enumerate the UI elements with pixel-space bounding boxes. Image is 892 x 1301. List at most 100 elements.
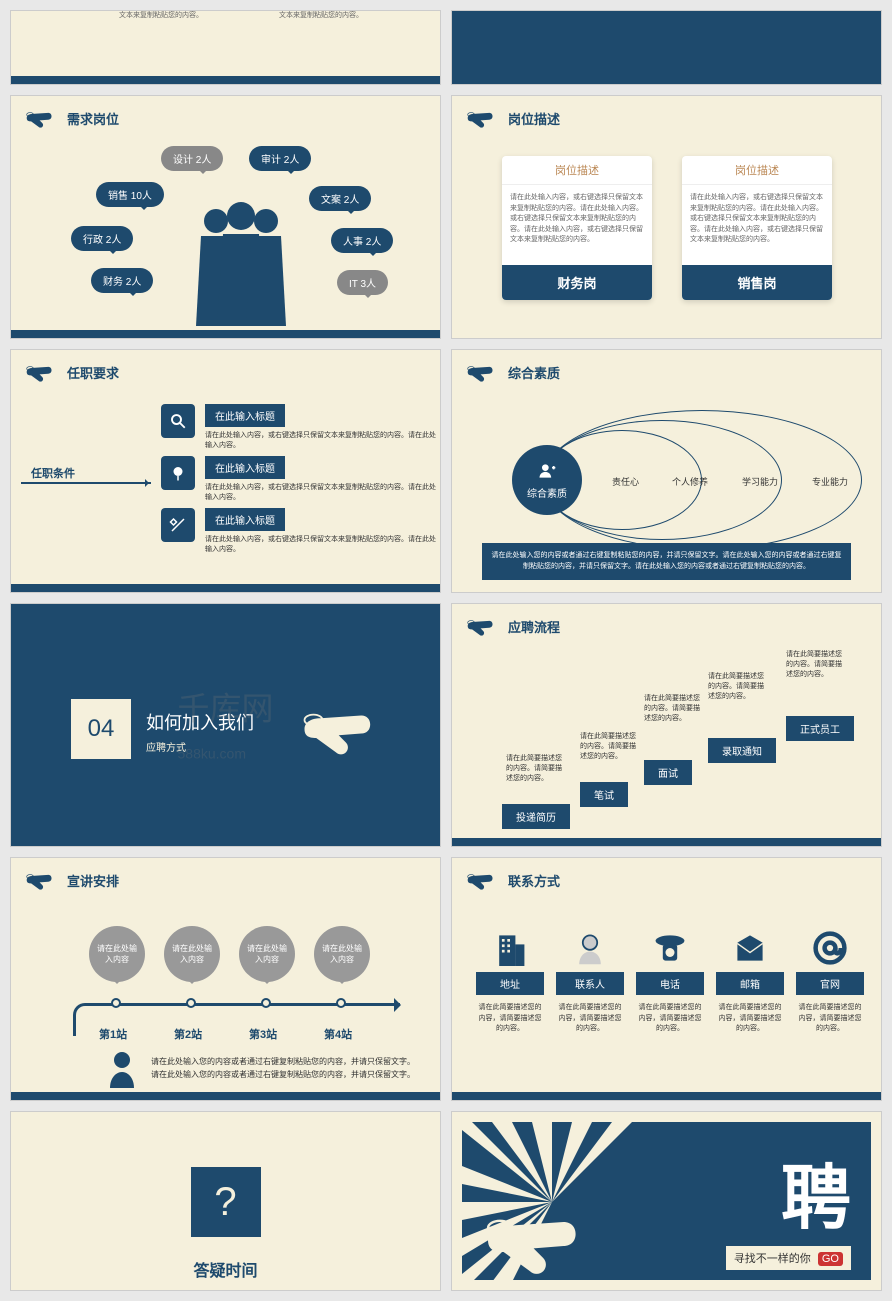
card-head: 岗位描述 <box>502 156 652 185</box>
req-icon <box>161 508 195 542</box>
process-step: 笔试 <box>580 782 628 807</box>
process-step-desc: 请在此简要描述您的内容。请简要描述您的内容。 <box>580 732 640 761</box>
quality-item: 责任心 <box>612 475 639 488</box>
requirement-row: 在此输入标题 请在此处输入内容，或右键选择只保留文本来复制粘贴您的内容。请在此处… <box>161 404 440 450</box>
contact-label: 地址 <box>476 972 544 995</box>
req-desc: 请在此处输入内容，或右键选择只保留文本来复制粘贴您的内容。请在此处输入内容。 <box>205 430 440 450</box>
req-title: 在此输入标题 <box>205 456 285 479</box>
job-card: 岗位描述 请在此处输入内容，或右键选择只保留文本来复制粘贴您的内容。请在此处输入… <box>502 156 652 300</box>
process-step-desc: 请在此简要描述您的内容。请简要描述您的内容。 <box>644 694 704 723</box>
contact-desc: 请在此简要描述您的内容，请简要描述您的内容。 <box>556 1003 624 1035</box>
card-foot: 销售岗 <box>682 265 832 300</box>
quality-footer: 请在此处输入您的内容或者通过右键复制粘贴您的内容，并请只保留文字。请在此处输入您… <box>482 543 851 580</box>
position-bubble: 审计 2人 <box>249 146 311 171</box>
req-title: 在此输入标题 <box>205 508 285 531</box>
slide-header: 宣讲安排 <box>11 858 440 902</box>
pointing-hand-icon <box>25 106 59 130</box>
slide-title: 任职要求 <box>67 363 119 382</box>
slide-header: 岗位描述 <box>452 96 881 140</box>
slide-title: 联系方式 <box>508 871 560 890</box>
bottom-bar <box>11 1092 440 1100</box>
bottom-bar <box>11 330 440 338</box>
pointing-hand-icon <box>300 694 390 764</box>
card-body: 请在此处输入内容，或右键选择只保留文本来复制粘贴您的内容。请在此处输入内容。或右… <box>682 185 832 265</box>
timeline-stop-label: 第3站 <box>249 1026 277 1042</box>
section-title: 如何加入我们 <box>146 709 254 735</box>
question-mark-box: ? <box>191 1167 261 1237</box>
position-bubble: 人事 2人 <box>331 228 393 253</box>
contact-person-icon <box>556 928 624 968</box>
timeline-dot <box>336 998 346 1008</box>
slide-header: 联系方式 <box>452 858 881 902</box>
bottom-bar <box>11 76 440 84</box>
contact-item: 官网 请在此简要描述您的内容，请简要描述您的内容。 <box>796 928 864 1035</box>
building-icon <box>476 928 544 968</box>
pointing-hand-icon <box>466 360 500 384</box>
position-bubble: 行政 2人 <box>71 226 133 251</box>
slide-title: 岗位描述 <box>508 109 560 128</box>
requirement-row: 在此输入标题 请在此处输入内容，或右键选择只保留文本来复制粘贴您的内容。请在此处… <box>161 508 440 554</box>
placeholder-text: 请在此处输入内容，或右键选择只保留文本来复制粘贴您的内容。 <box>101 10 221 21</box>
quality-center: 综合素质 <box>512 445 582 515</box>
at-icon <box>796 928 864 968</box>
mail-icon <box>716 928 784 968</box>
slide-title: 综合素质 <box>508 363 560 382</box>
process-step: 面试 <box>644 760 692 785</box>
requirement-row: 在此输入标题 请在此处输入内容，或右键选择只保留文本来复制粘贴您的内容。请在此处… <box>161 456 440 502</box>
section-subtitle: 应聘方式 <box>146 739 186 754</box>
quality-center-label: 综合素质 <box>527 485 567 500</box>
pointing-hand-icon <box>25 360 59 384</box>
schedule-pin: 请在此处输入内容 <box>239 926 295 982</box>
contact-label: 官网 <box>796 972 864 995</box>
slide-schedule: 宣讲安排 请在此处输入内容请在此处输入内容请在此处输入内容请在此处输入内容 第1… <box>10 857 441 1101</box>
slide-header: 综合素质 <box>452 350 881 394</box>
slide-title: 应聘流程 <box>508 617 560 636</box>
pointing-hand-icon <box>466 868 500 892</box>
card-foot: 财务岗 <box>502 265 652 300</box>
slide-header: 需求岗位 <box>11 96 440 140</box>
slide-top-right <box>451 10 882 85</box>
position-bubble: 销售 10人 <box>96 182 164 207</box>
contact-item: 电话 请在此简要描述您的内容，请简要描述您的内容。 <box>636 928 704 1035</box>
slide-header: 任职要求 <box>11 350 440 394</box>
timeline-stop-label: 第4站 <box>324 1026 352 1042</box>
contact-item: 地址 请在此简要描述您的内容，请简要描述您的内容。 <box>476 928 544 1035</box>
process-step: 正式员工 <box>786 716 854 741</box>
poster: 聘 寻找不一样的你 GO <box>462 1122 871 1280</box>
process-step-desc: 请在此简要描述您的内容。请简要描述您的内容。 <box>786 650 846 679</box>
slide-jobdesc: 岗位描述 岗位描述 请在此处输入内容，或右键选择只保留文本来复制粘贴您的内容。请… <box>451 95 882 339</box>
contact-item: 联系人 请在此简要描述您的内容，请简要描述您的内容。 <box>556 928 624 1035</box>
contact-item: 邮箱 请在此简要描述您的内容，请简要描述您的内容。 <box>716 928 784 1035</box>
slide-requirements: 任职要求 任职条件 在此输入标题 请在此处输入内容，或右键选择只保留文本来复制粘… <box>10 349 441 593</box>
card-body: 请在此处输入内容，或右键选择只保留文本来复制粘贴您的内容。请在此处输入内容。或右… <box>502 185 652 265</box>
contact-desc: 请在此简要描述您的内容，请简要描述您的内容。 <box>476 1003 544 1035</box>
placeholder-text: 请在此处输入内容，或右键选择只保留文本来复制粘贴您的内容。 <box>261 10 381 21</box>
schedule-pin: 请在此处输入内容 <box>164 926 220 982</box>
contact-desc: 请在此简要描述您的内容，请简要描述您的内容。 <box>636 1003 704 1035</box>
req-icon <box>161 456 195 490</box>
people-silhouette-icon <box>181 196 301 326</box>
poster-character: 聘 <box>781 1142 851 1243</box>
process-step-desc: 请在此简要描述您的内容。请简要描述您的内容。 <box>506 754 566 783</box>
bottom-bar <box>11 584 440 592</box>
bottom-bar <box>452 1092 881 1100</box>
slide-section-04: 04 如何加入我们 应聘方式 千库网 588ku.com <box>10 603 441 847</box>
position-bubble: 文案 2人 <box>309 186 371 211</box>
slide-process: 应聘流程 投递简历请在此简要描述您的内容。请简要描述您的内容。笔试请在此简要描述… <box>451 603 882 847</box>
card-head: 岗位描述 <box>682 156 832 185</box>
timeline-dot <box>111 998 121 1008</box>
slide-contact: 联系方式 地址 请在此简要描述您的内容，请简要描述您的内容。 联系人 请在此简要… <box>451 857 882 1101</box>
position-bubble: 财务 2人 <box>91 268 153 293</box>
phone-icon <box>636 928 704 968</box>
process-step: 录取通知 <box>708 738 776 763</box>
timeline-dot <box>261 998 271 1008</box>
poster-subtitle: 寻找不一样的你 GO <box>726 1246 851 1270</box>
slide-header: 应聘流程 <box>452 604 881 648</box>
req-icon <box>161 404 195 438</box>
pointing-hand-icon <box>25 868 59 892</box>
pointing-hand-icon <box>482 1190 602 1280</box>
slide-quality: 综合素质 综合素质 责任心 个人修养 学习能力 专业能力 请在此处输入您的内容或… <box>451 349 882 593</box>
pointing-hand-icon <box>466 614 500 638</box>
slide-poster: 聘 寻找不一样的你 GO <box>451 1111 882 1291</box>
person-icon <box>106 1050 138 1088</box>
